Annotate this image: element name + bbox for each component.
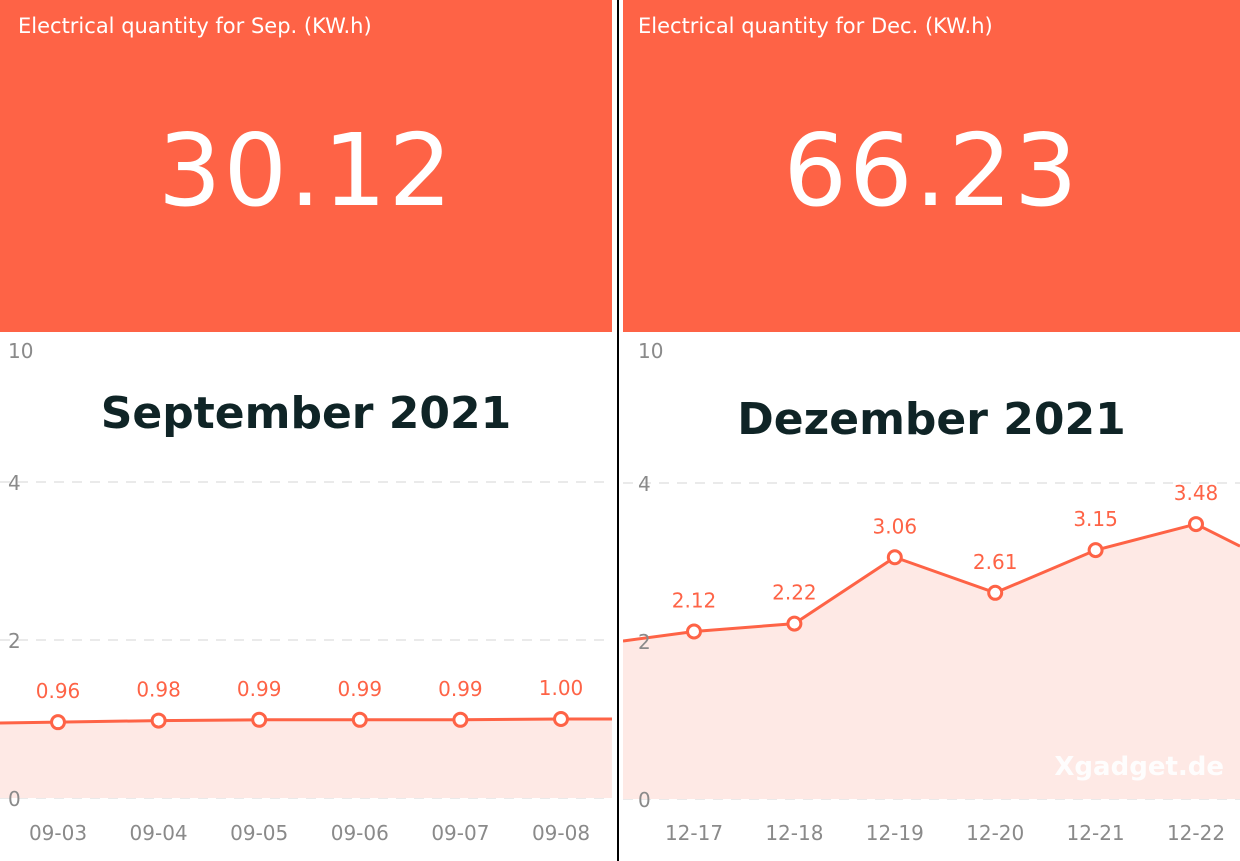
total-value: 30.12 xyxy=(157,112,455,229)
data-point xyxy=(686,623,702,640)
september-panel: Electrical quantity for Sep. (KW.h) 30.1… xyxy=(0,0,612,861)
y-tick-label: 10 xyxy=(8,339,33,363)
header-banner: Electrical quantity for Dec. (KW.h) 66.2… xyxy=(623,0,1240,332)
x-tick-label: 09-06 xyxy=(331,821,389,845)
header-label: Electrical quantity for Sep. (KW.h) xyxy=(18,14,372,38)
x-tick-label: 12-22 xyxy=(1167,821,1225,845)
panel-title: September 2021 xyxy=(100,388,512,439)
watermark: Xgadget.de xyxy=(1054,752,1224,782)
data-point xyxy=(251,711,268,728)
series-line xyxy=(0,717,612,725)
chart-december: 0 2 4 10 2.12 12-17 2.22 12-18 3.06 12-19 2.61 12-2… xyxy=(623,339,1240,845)
x-tick-label: 09-08 xyxy=(532,821,590,845)
data-point xyxy=(786,615,803,632)
y-tick-label: 4 xyxy=(8,471,21,495)
data-point xyxy=(987,584,1004,601)
data-label: 0.99 xyxy=(237,677,282,701)
y-tick-label: 4 xyxy=(638,472,651,496)
data-label: 3.48 xyxy=(1174,481,1219,505)
december-panel: Electrical quantity for Dec. (KW.h) 66.2… xyxy=(623,0,1240,861)
y-tick-label: 10 xyxy=(638,339,663,363)
data-label: 0.99 xyxy=(438,677,483,701)
panel-title: Dezember 2021 xyxy=(737,394,1126,445)
area-fill xyxy=(623,524,1240,799)
data-point xyxy=(50,714,66,731)
series-line xyxy=(623,522,1240,643)
x-tick-label: 09-04 xyxy=(130,821,188,845)
header-banner: Electrical quantity for Sep. (KW.h) 30.1… xyxy=(0,0,612,332)
y-tick-label: 0 xyxy=(8,787,21,811)
x-tick-label: 09-05 xyxy=(230,821,288,845)
data-point xyxy=(553,711,569,727)
data-point xyxy=(1188,516,1204,533)
header-label: Electrical quantity for Dec. (KW.h) xyxy=(638,14,993,38)
data-label: 2.22 xyxy=(772,581,817,605)
data-label: 3.06 xyxy=(873,514,918,538)
data-point xyxy=(150,712,167,729)
x-tick-label: 12-20 xyxy=(966,821,1024,845)
chart-september: 0 2 4 10 0.96 09-03 0.98 09-04 0.99 09-05 0.99 09-0… xyxy=(0,339,612,845)
data-label: 0.98 xyxy=(136,678,181,702)
data-label: 1.00 xyxy=(539,676,584,700)
x-tick-label: 09-07 xyxy=(431,821,489,845)
x-tick-label: 12-17 xyxy=(665,821,723,845)
data-point xyxy=(351,711,368,728)
panel-divider xyxy=(612,0,623,861)
x-tick-label: 12-21 xyxy=(1067,821,1125,845)
data-point xyxy=(886,549,903,566)
y-tick-label: 2 xyxy=(638,630,651,654)
y-tick-label: 2 xyxy=(8,629,21,653)
data-point xyxy=(452,711,469,728)
area-fill xyxy=(0,719,612,798)
data-label: 0.99 xyxy=(338,677,383,701)
data-label: 3.15 xyxy=(1073,507,1118,531)
data-point xyxy=(1087,542,1104,559)
y-tick-label: 0 xyxy=(638,788,651,812)
data-label: 0.96 xyxy=(36,679,81,703)
total-value: 66.23 xyxy=(783,112,1080,229)
data-label: 2.12 xyxy=(672,589,717,613)
x-tick-label: 12-19 xyxy=(866,821,924,845)
x-tick-label: 09-03 xyxy=(29,821,87,845)
x-tick-label: 12-18 xyxy=(765,821,823,845)
data-label: 2.61 xyxy=(973,550,1018,574)
